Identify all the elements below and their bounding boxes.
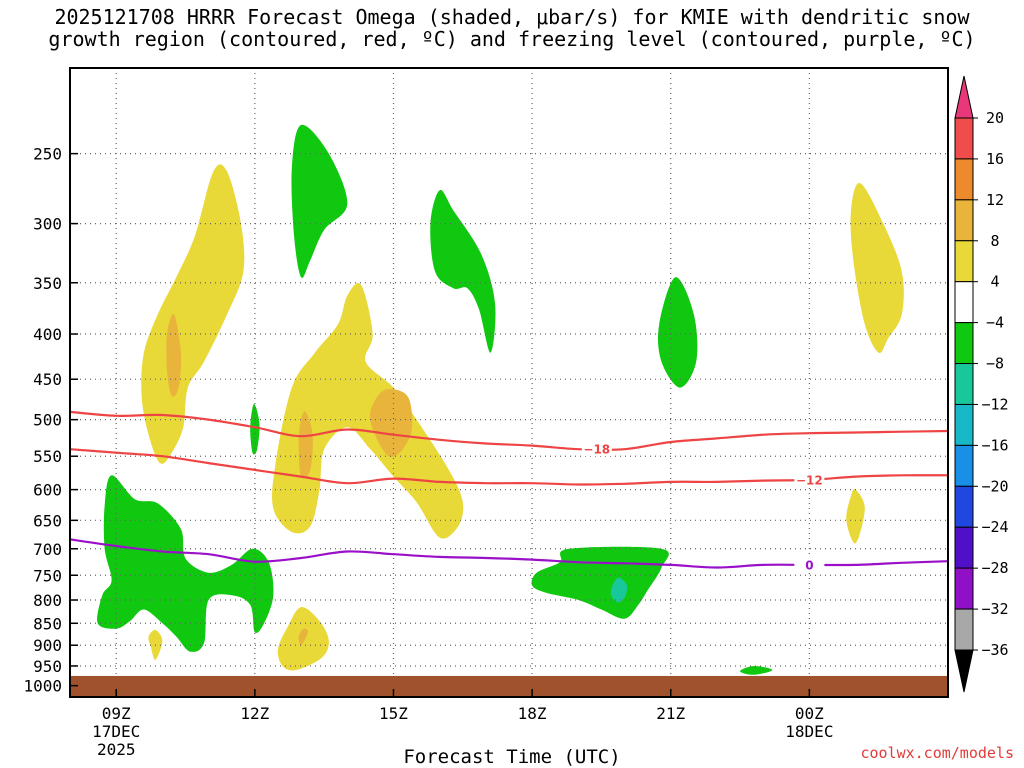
colorbar: 20 16 12 8 4 −4 −8 −12 −16 −20 −24 −28 −32 −36 — [954, 75, 1009, 693]
shaded-region-yellow-upper-right — [850, 183, 904, 354]
y-tick-label-400: 400 — [33, 325, 62, 344]
title-line-1: 2025121708 HRRR Forecast Omega (shaded, … — [54, 5, 970, 29]
x-axis-label: Forecast Time (UTC) — [403, 746, 621, 768]
x-date-label-00Z: 18DEC — [785, 722, 833, 741]
y-tick-label-1000: 1000 — [23, 677, 62, 696]
y-tick-label-350: 350 — [33, 274, 62, 293]
y-axis: 250 300 350 400 450 500 550 600 650 700 750 800 850 9… — [23, 145, 78, 696]
contour-line--18 — [69, 410, 949, 451]
contour-label-bg-0 — [794, 557, 825, 572]
y-tick-label-250: 250 — [33, 145, 62, 164]
shaded-region-yellow-central — [272, 283, 464, 539]
x-tick-label-18Z: 18Z — [518, 704, 547, 723]
colorbar-label-3: 8 — [990, 232, 999, 250]
contour-label-bg--18 — [581, 442, 612, 457]
colorbar-label-5: −4 — [986, 314, 1004, 332]
colorbar-label-4: 4 — [990, 273, 999, 291]
colorbar-bottom-arrow — [954, 649, 974, 693]
colorbar-band-7 — [954, 403, 974, 446]
colorbar-band-6 — [954, 363, 974, 405]
shaded-region-green-upper-mid — [430, 189, 496, 353]
shaded-region-orange-central-left — [298, 411, 313, 479]
contour-label-0: 0 — [805, 558, 813, 572]
colorbar-band-1 — [954, 158, 974, 201]
y-tick-label-750: 750 — [33, 566, 62, 585]
shaded-region-teal-lower-mid — [610, 577, 628, 603]
y-tick-label-300: 300 — [33, 215, 62, 234]
x-tick-label-15Z: 15Z — [379, 704, 408, 723]
x-year-label-09Z: 2025 — [97, 740, 136, 759]
frame-layer — [69, 67, 949, 698]
colorbar-band-2 — [954, 199, 974, 242]
shaded-region-yellow-right-small — [846, 488, 865, 544]
colorbar-band-0 — [954, 117, 974, 160]
colorbar-label-8: −16 — [981, 436, 1008, 454]
y-tick-label-500: 500 — [33, 411, 62, 430]
chart-title: 2025121708 HRRR Forecast Omega (shaded, … — [0, 6, 1024, 50]
contour-label--18: −18 — [583, 443, 610, 457]
x-tick-label-00Z: 00Z — [795, 704, 824, 723]
shaded-region-orange-central-right — [369, 389, 413, 457]
y-tick-label-450: 450 — [33, 370, 62, 389]
contour-layer: −18 −12 0 — [69, 410, 949, 572]
colorbar-band-11 — [954, 567, 974, 610]
colorbar-band-8 — [954, 444, 974, 487]
shaded-region-green-21z — [657, 277, 698, 388]
y-tick-label-650: 650 — [33, 511, 62, 530]
y-tick-label-600: 600 — [33, 481, 62, 500]
plot-fill-layer — [70, 124, 948, 697]
colorbar-band-12 — [954, 608, 974, 651]
colorbar-label-1: 16 — [986, 150, 1004, 168]
shaded-region-orange-lower-13z — [298, 628, 309, 646]
y-tick-label-550: 550 — [33, 447, 62, 466]
shaded-region-green-upper-left — [291, 124, 348, 278]
x-date-label-09Z: 17DEC — [92, 722, 140, 741]
plot-frame — [69, 67, 949, 698]
colorbar-band-9 — [954, 485, 974, 528]
colorbar-label-0: 20 — [986, 109, 1004, 127]
title-line-2: growth region (contoured, red, ºC) and f… — [48, 27, 976, 51]
colorbar-label-9: −20 — [981, 477, 1008, 495]
y-tick-label-850: 850 — [33, 614, 62, 633]
y-tick-label-900: 900 — [33, 636, 62, 655]
colorbar-band-4 — [954, 281, 974, 324]
y-tick-label-800: 800 — [33, 591, 62, 610]
colorbar-label-11: −28 — [981, 559, 1008, 577]
y-tick-label-700: 700 — [33, 540, 62, 559]
colorbar-top-arrow — [954, 75, 974, 119]
shaded-region-green-lower-left — [97, 475, 274, 652]
colorbar-label-6: −8 — [986, 355, 1004, 373]
contour-label-bg--12 — [794, 472, 825, 487]
colorbar-band-5 — [954, 322, 974, 365]
terrain-fill — [70, 675, 948, 697]
colorbar-label-10: −24 — [981, 518, 1008, 536]
credit-link[interactable]: coolwx.com/models — [860, 744, 1014, 762]
colorbar-label-7: −12 — [981, 395, 1008, 413]
colorbar-band-3 — [954, 240, 974, 283]
colorbar-label-13: −36 — [981, 641, 1008, 659]
x-tick-label-09Z: 09Z — [102, 704, 131, 723]
x-tick-label-21Z: 21Z — [656, 704, 685, 723]
shaded-region-green-lower-mid — [531, 546, 669, 619]
contour-label--12: −12 — [796, 473, 823, 487]
shaded-region-yellow-west-tower — [141, 164, 245, 464]
shaded-region-green-narrow-12z — [250, 403, 260, 455]
colorbar-label-12: −32 — [981, 600, 1008, 618]
colorbar-label-2: 12 — [986, 191, 1004, 209]
colorbar-band-10 — [954, 526, 974, 569]
y-tick-label-950: 950 — [33, 657, 62, 676]
shaded-region-green-lower-small — [740, 665, 773, 675]
x-tick-label-12Z: 12Z — [240, 704, 269, 723]
